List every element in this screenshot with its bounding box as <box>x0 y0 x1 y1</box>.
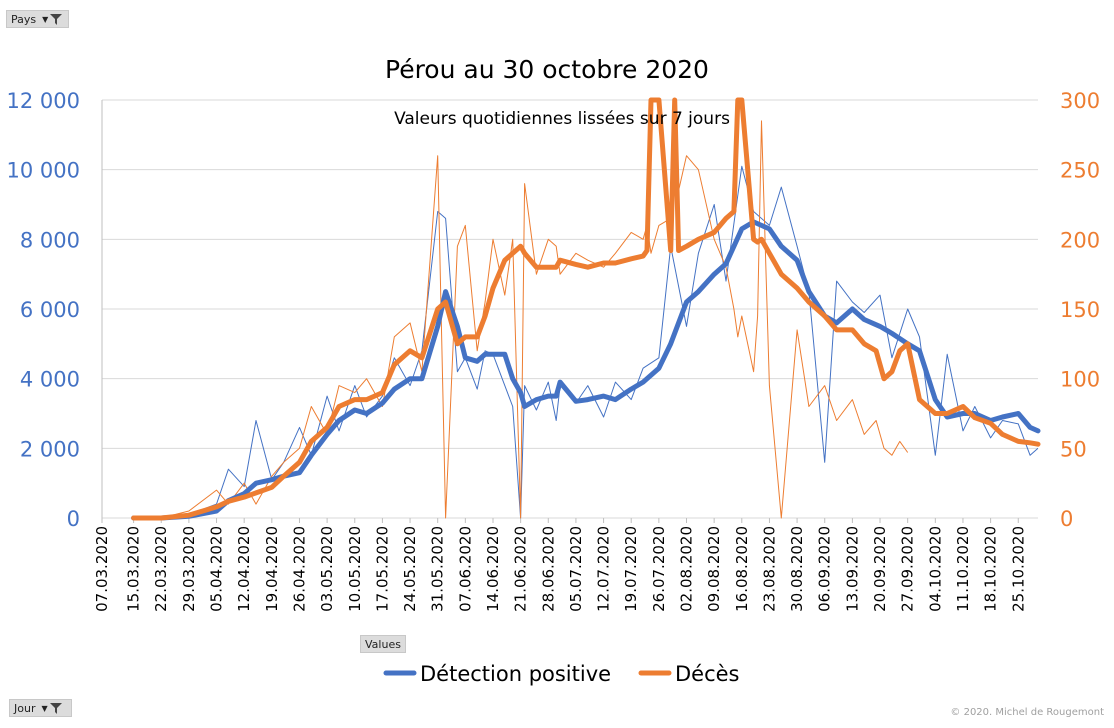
x-tick-label: 28.06.2020 <box>539 526 557 612</box>
x-tick-label: 19.04.2020 <box>263 526 281 612</box>
x-tick-label: 19.07.2020 <box>622 526 640 612</box>
x-tick-label: 10.05.2020 <box>346 526 364 612</box>
left-axis-tick-label: 4 000 <box>20 368 80 392</box>
left-axis-tick-label: 8 000 <box>20 228 80 252</box>
x-tick-label: 26.04.2020 <box>290 526 308 612</box>
x-tick-label: 07.03.2020 <box>93 526 111 612</box>
left-axis-tick-label: 6 000 <box>20 298 80 322</box>
legend-label-deaths: Décès <box>675 662 740 686</box>
x-tick-label: 20.09.2020 <box>871 526 889 612</box>
x-tick-label: 06.09.2020 <box>816 526 834 612</box>
x-tick-label: 16.08.2020 <box>733 526 751 612</box>
left-axis-tick-label: 0 <box>67 507 80 531</box>
filter-icon <box>49 702 62 714</box>
x-tick-label: 05.04.2020 <box>208 526 226 612</box>
x-tick-label: 30.08.2020 <box>788 526 806 612</box>
x-tick-label: 18.10.2020 <box>982 526 1000 612</box>
x-tick-label: 24.05.2020 <box>401 526 419 612</box>
day-filter-label: Jour <box>14 701 36 715</box>
chart-subtitle: Valeurs quotidiennes lissées sur 7 jours <box>394 109 730 129</box>
x-tick-label: 31.05.2020 <box>429 526 447 612</box>
left-axis-ticks: 0 2 000 4 000 6 000 8 000 10 000 12 000 <box>7 89 80 531</box>
x-tick-label: 09.08.2020 <box>705 526 723 612</box>
right-axis-tick-label: 50 <box>1060 437 1087 461</box>
chevron-down-icon: ▼ <box>42 14 49 24</box>
x-tick-label: 02.08.2020 <box>678 526 696 612</box>
x-tick-label: 03.05.2020 <box>318 526 336 612</box>
raw-series <box>133 120 1039 519</box>
x-tick-label: 07.06.2020 <box>456 526 474 612</box>
x-tick-label: 17.05.2020 <box>373 526 391 612</box>
country-filter-button[interactable]: Pays ▼ <box>6 10 69 28</box>
smoothed-series <box>131 97 1041 521</box>
x-tick-label: 14.06.2020 <box>484 526 502 612</box>
series-line-deaths <box>131 97 1041 521</box>
left-axis-tick-label: 12 000 <box>7 89 80 113</box>
x-tick-label: 25.10.2020 <box>1009 526 1027 612</box>
gridlines <box>101 99 1038 519</box>
right-axis-tick-label: 300 <box>1060 89 1100 113</box>
copyright-notice: © 2020. Michel de Rougemont <box>950 707 1104 718</box>
x-tick-label: 27.09.2020 <box>899 526 917 612</box>
chevron-down-icon: ▼ <box>41 703 48 713</box>
x-tick-label: 15.03.2020 <box>125 526 143 612</box>
right-axis-tick-label: 150 <box>1060 298 1100 322</box>
left-axis-tick-label: 10 000 <box>7 159 80 183</box>
right-axis-tick-label: 250 <box>1060 159 1100 183</box>
left-axis-tick-label: 2 000 <box>20 437 80 461</box>
chart-title: Pérou au 30 octobre 2020 <box>385 55 709 84</box>
country-filter-label: Pays <box>11 12 37 26</box>
x-tick-label: 21.06.2020 <box>512 526 530 612</box>
right-axis-tick-label: 100 <box>1060 368 1100 392</box>
x-tick-label: 12.04.2020 <box>235 526 253 612</box>
values-field-button[interactable]: Values <box>360 635 406 653</box>
right-axis-ticks: 0 50 100 150 200 250 300 <box>1060 89 1100 531</box>
x-axis-ticks: 07.03.2020 15.03.2020 22.03.2020 29.03.2020… <box>93 518 1027 612</box>
x-tick-label: 12.07.2020 <box>595 526 613 612</box>
x-tick-label: 13.09.2020 <box>843 526 861 612</box>
legend: Détection positive Décès <box>383 662 740 686</box>
day-filter-button[interactable]: Jour ▼ <box>9 699 72 717</box>
legend-label-positives: Détection positive <box>420 662 611 686</box>
x-tick-label: 04.10.2020 <box>926 526 944 612</box>
x-tick-label: 11.10.2020 <box>954 526 972 612</box>
x-tick-label: 23.08.2020 <box>760 526 778 612</box>
right-axis-tick-label: 200 <box>1060 228 1100 252</box>
x-tick-label: 26.07.2020 <box>650 526 668 612</box>
x-tick-label: 05.07.2020 <box>567 526 585 612</box>
filter-icon <box>50 13 63 25</box>
x-tick-label: 29.03.2020 <box>180 526 198 612</box>
x-tick-label: 22.03.2020 <box>152 526 170 612</box>
series-line-positives <box>131 219 1041 521</box>
right-axis-tick-label: 0 <box>1060 507 1073 531</box>
